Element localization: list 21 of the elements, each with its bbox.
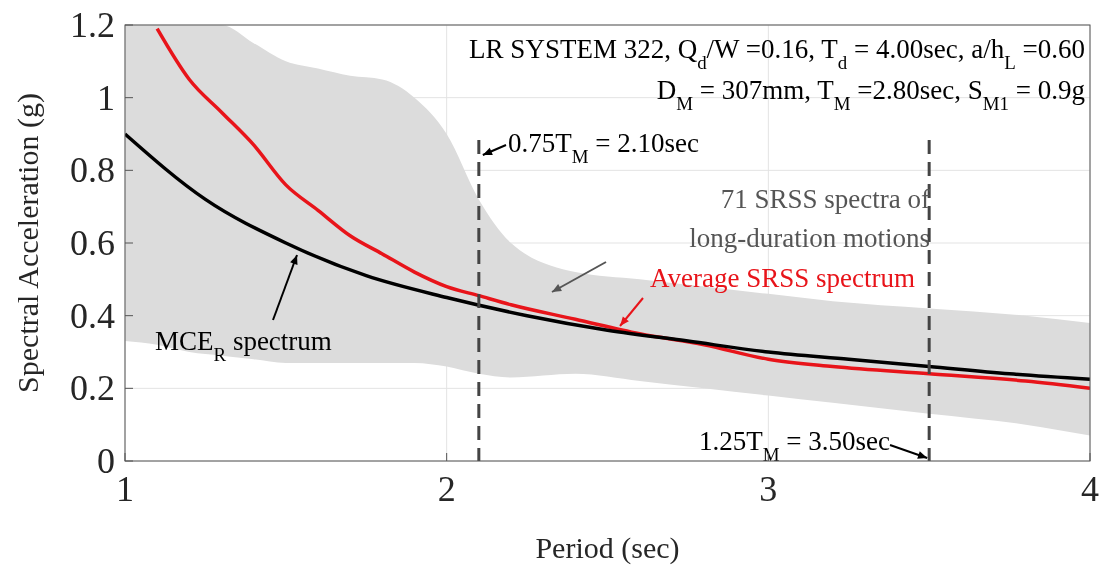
y-tick-label: 0 [97, 441, 115, 481]
x-tick-label: 4 [1081, 469, 1099, 509]
y-tick-label: 1.2 [70, 5, 115, 45]
x-tick-label: 3 [759, 469, 778, 509]
annotation: long-duration motions [689, 223, 930, 253]
line-series [125, 132, 1090, 381]
x-axis-title: Period (sec) [535, 531, 680, 565]
y-tick-label: 0.8 [70, 150, 115, 191]
y-axis-title: Spectral Acceleration (g) [11, 93, 45, 393]
annotation: LR SYSTEM 322, Q$_{d}$/W =0.16, T$_{d}$ = 4.00sec, a/h$_{L}$ =0.60 [469, 34, 1085, 73]
text: MCE$_{R}$ spectrum [155, 326, 332, 365]
series-label: Average SRSS spectrum [650, 263, 915, 293]
ref-line-label: 0.75T$_{M}$ = 2.10sec [508, 128, 700, 167]
y-tick-label: 0.4 [70, 295, 115, 336]
annotation: 71 SRSS spectra of [720, 184, 931, 214]
y-tick-label: 1 [97, 77, 115, 118]
y-tick-label: 0.6 [70, 223, 115, 263]
y-tick-label: 0.2 [70, 368, 115, 409]
x-tick-label: 2 [437, 469, 456, 509]
annotation: D$_{M}$ = 307mm, T$_{M}$ =2.80sec, S$_{M1}$ = 0.9g [656, 75, 1085, 114]
ref-line-label: 1.25T$_{M}$ = 3.50sec [699, 426, 891, 465]
